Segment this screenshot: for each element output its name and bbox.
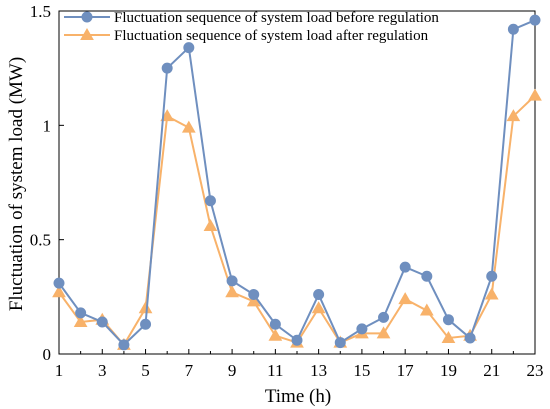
legend-label: Fluctuation sequence of system load afte… [114, 28, 429, 44]
data-point [399, 261, 411, 273]
data-point [225, 285, 239, 298]
data-point [75, 307, 87, 319]
x-tick-label: 7 [185, 361, 194, 380]
data-point [528, 88, 542, 101]
y-axis-label: Fluctuation of system load (MW) [6, 57, 27, 311]
y-tick-label: 1 [43, 116, 52, 135]
data-point [376, 326, 391, 339]
series-line [58, 19, 536, 347]
legend-item: Fluctuation sequence of system load befo… [64, 10, 439, 26]
x-tick-label: 11 [267, 361, 283, 380]
data-point [96, 316, 108, 328]
legend-swatch-marker [81, 11, 93, 23]
data-point [311, 301, 326, 314]
data-point [268, 328, 283, 341]
y-tick-label: 1.5 [30, 2, 51, 21]
legend: Fluctuation sequence of system load befo… [64, 10, 439, 44]
data-point [313, 289, 325, 301]
series-line [58, 94, 536, 347]
data-point [118, 339, 130, 351]
data-point [183, 42, 195, 54]
x-tick-label: 19 [440, 361, 457, 380]
data-point [291, 334, 303, 346]
x-tick-label: 21 [483, 361, 500, 380]
series-after [52, 88, 542, 350]
data-point [378, 311, 390, 323]
data-point [269, 318, 281, 330]
x-tick-label: 23 [527, 361, 544, 380]
x-tick-label: 5 [141, 361, 150, 380]
data-point [226, 275, 238, 287]
legend-label: Fluctuation sequence of system load befo… [114, 10, 439, 26]
series-layer [52, 14, 542, 351]
y-tick-label: 0.5 [30, 231, 51, 250]
data-point [248, 289, 260, 301]
data-point [419, 303, 434, 316]
x-tick-label: 13 [310, 361, 327, 380]
data-point [507, 23, 519, 35]
data-point [486, 270, 498, 282]
data-point [464, 332, 476, 344]
data-point [421, 270, 433, 282]
data-point [506, 109, 521, 122]
data-point [398, 292, 413, 305]
data-point [73, 314, 88, 327]
x-tick-label: 9 [228, 361, 237, 380]
x-tick-label: 15 [353, 361, 370, 380]
data-point [140, 318, 152, 330]
x-tick-label: 17 [397, 361, 415, 380]
data-point [138, 301, 153, 314]
data-point [181, 120, 196, 133]
y-tick-label: 0 [43, 345, 52, 364]
data-point [441, 330, 456, 343]
data-point [161, 62, 173, 74]
data-point [484, 287, 499, 300]
data-point [442, 314, 454, 326]
data-point [53, 277, 65, 289]
x-axis-label: Time (h) [265, 386, 331, 407]
data-point [356, 323, 368, 335]
data-point [204, 195, 216, 207]
plot-frame [58, 10, 536, 355]
data-point [334, 337, 346, 349]
x-tick-label: 1 [55, 361, 64, 380]
series-before [53, 14, 541, 351]
data-point [203, 218, 218, 231]
x-tick-label: 3 [98, 361, 107, 380]
data-point [52, 285, 66, 298]
data-point [246, 294, 261, 307]
legend-item: Fluctuation sequence of system load afte… [64, 27, 429, 44]
legend-swatch-marker [80, 27, 94, 40]
data-point [529, 14, 541, 26]
